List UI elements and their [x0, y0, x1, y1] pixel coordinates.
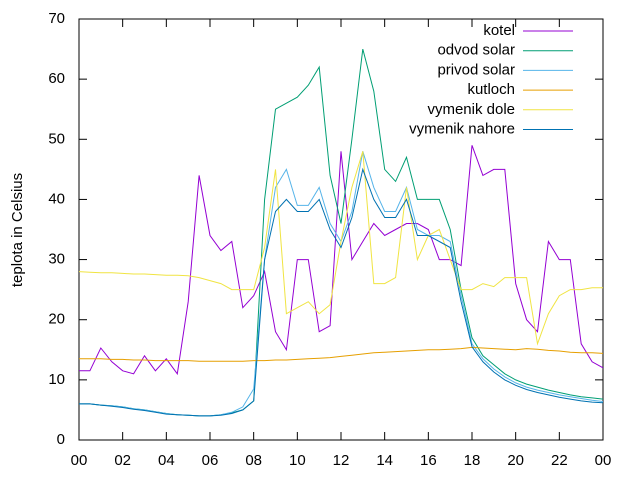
- x-tick-label: 08: [245, 452, 262, 469]
- plot-border: [78, 18, 604, 441]
- y-tick-label: 50: [48, 130, 65, 147]
- y-tick-label: 20: [48, 311, 65, 328]
- legend-label: odvod solar: [437, 42, 515, 59]
- x-tick-label: 04: [158, 452, 175, 469]
- legend-label: kotel: [483, 22, 515, 39]
- series-line: [79, 167, 604, 417]
- legend-label: kutloch: [467, 81, 515, 98]
- legend-label: vymenik dole: [427, 101, 515, 118]
- x-tick-label: 20: [507, 452, 524, 469]
- x-tick-label: 02: [114, 452, 131, 469]
- x-tick-label: 12: [333, 452, 350, 469]
- series-line: [78, 151, 603, 346]
- y-tick-label: 30: [48, 251, 65, 268]
- x-tick-label: 06: [202, 452, 219, 469]
- x-tick-label: 10: [289, 452, 306, 469]
- y-tick-label: 10: [48, 371, 65, 388]
- x-tick-label: 16: [420, 452, 437, 469]
- x-tick-label: 00: [71, 452, 88, 469]
- y-axis-label: teplota in Celsius: [9, 173, 26, 287]
- series-line: [79, 346, 604, 362]
- x-tick-label: 22: [551, 452, 568, 469]
- x-tick-label: 14: [376, 452, 393, 469]
- legend-label: vymenik nahore: [409, 120, 515, 137]
- legend-label: privod solar: [437, 61, 515, 78]
- series-line: [79, 151, 604, 417]
- y-tick-label: 70: [48, 10, 65, 27]
- y-tick-label: 40: [48, 190, 65, 207]
- y-tick-label: 0: [57, 431, 65, 448]
- x-tick-label: 00: [595, 452, 612, 469]
- y-tick-label: 60: [48, 70, 65, 87]
- series-line: [79, 145, 604, 376]
- x-tick-label: 18: [464, 452, 481, 469]
